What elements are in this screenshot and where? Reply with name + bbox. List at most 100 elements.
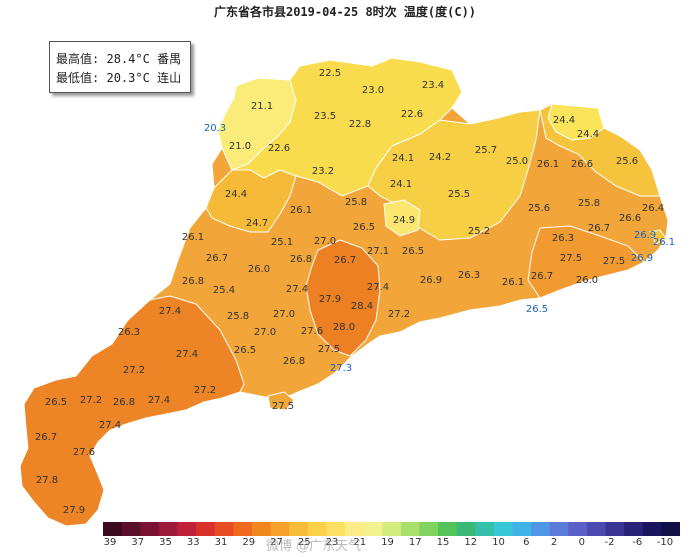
scale-tick: 19 <box>381 537 394 548</box>
max-row: 最高值: 28.4°C 番禺 <box>56 50 181 67</box>
scale-swatch <box>642 522 662 536</box>
scale-swatch <box>400 522 420 536</box>
scale-swatch <box>307 522 327 536</box>
station-value: 23.0 <box>362 85 384 96</box>
scale-swatch <box>531 522 551 536</box>
scale-tick: 0 <box>578 537 585 548</box>
station-value: 26.9 <box>631 253 653 264</box>
station-value: 26.5 <box>234 345 256 356</box>
station-value: 24.2 <box>429 152 451 163</box>
station-value: 25.2 <box>468 226 490 237</box>
scale-swatch <box>158 522 178 536</box>
max-label: 最高值: <box>56 52 100 66</box>
station-value: 25.6 <box>528 203 550 214</box>
island-east <box>649 229 667 245</box>
station-value: 26.9 <box>420 275 442 286</box>
station-value: 26.3 <box>118 327 140 338</box>
scale-tick: -10 <box>656 537 674 548</box>
region-northwest <box>217 77 297 171</box>
scale-tick: -2 <box>604 537 615 548</box>
scale-swatch <box>177 522 197 536</box>
extremes-legend: 最高值: 28.4°C 番禺 最低值: 20.3°C 连山 <box>49 41 191 93</box>
scale-swatch <box>121 522 141 536</box>
station-value: 27.5 <box>560 253 582 264</box>
min-label: 最低值: <box>56 71 100 85</box>
scale-swatch <box>214 522 234 536</box>
station-value: 24.4 <box>225 189 247 200</box>
scale-tick: 15 <box>436 537 450 548</box>
station-value: 27.2 <box>123 365 145 376</box>
scale-swatch <box>233 522 253 536</box>
map-title: 广东省各市县2019-04-25 8时次 温度(度(C)) <box>213 5 477 19</box>
station-value: 26.5 <box>526 304 548 315</box>
region-pale-patch <box>383 199 421 237</box>
station-value: 28.4 <box>351 301 373 312</box>
station-value: 24.9 <box>393 215 415 226</box>
scale-tick: 2 <box>550 537 558 548</box>
station-value: 27.8 <box>36 475 58 486</box>
station-value: 26.5 <box>402 246 424 257</box>
scale-swatch <box>103 522 123 536</box>
station-value: 27.9 <box>319 294 341 305</box>
station-value: 26.3 <box>552 233 574 244</box>
station-value: 25.5 <box>448 189 470 200</box>
station-value: 26.8 <box>283 356 305 367</box>
station-value: 21.0 <box>229 141 251 152</box>
scale-tick: 29 <box>242 537 256 548</box>
scale-swatch <box>289 522 309 536</box>
color-scale-bar <box>103 522 680 536</box>
station-value: 22.6 <box>268 143 290 154</box>
station-value: 27.5 <box>318 344 340 355</box>
station-value: 25.1 <box>271 237 293 248</box>
station-value: 26.7 <box>35 432 57 443</box>
scale-swatch <box>661 522 680 536</box>
scale-tick: 23 <box>325 537 339 548</box>
station-value: 27.0 <box>314 236 336 247</box>
station-value: 24.1 <box>392 153 414 164</box>
station-value: 26.1 <box>182 232 204 243</box>
station-value: 27.1 <box>367 246 389 257</box>
station-value: 22.8 <box>349 119 371 130</box>
scale-tick: 35 <box>159 537 172 548</box>
scale-swatch <box>326 522 346 536</box>
station-value: 27.4 <box>286 284 308 295</box>
station-value: 26.7 <box>531 271 553 282</box>
scale-tick: 27 <box>270 537 283 548</box>
station-value: 26.1 <box>290 205 312 216</box>
scale-swatch <box>438 522 458 536</box>
scale-swatch <box>568 522 588 536</box>
scale-swatch <box>196 522 216 536</box>
station-value: 26.0 <box>576 275 598 286</box>
scale-swatch <box>605 522 625 536</box>
region-east-coast <box>527 225 645 299</box>
scale-swatch <box>586 522 607 536</box>
station-value: 27.2 <box>194 385 216 396</box>
scale-swatch <box>512 522 532 536</box>
watermark: 微博 @广东天气 <box>266 539 362 554</box>
station-value: 26.3 <box>458 270 480 281</box>
province-shape <box>19 57 669 527</box>
scale-tick: 33 <box>186 537 200 548</box>
station-value: 26.0 <box>248 264 270 275</box>
station-value: 27.2 <box>388 309 410 320</box>
station-value: 21.1 <box>251 101 273 112</box>
region-west-yellow <box>205 169 297 233</box>
region-southwest <box>19 295 245 527</box>
station-value: 25.8 <box>227 311 249 322</box>
station-value: 24.7 <box>246 218 268 229</box>
station-value: 20.3 <box>204 123 226 134</box>
station-value: 23.2 <box>312 166 334 177</box>
station-value: 25.8 <box>578 198 600 209</box>
station-value: 26.7 <box>206 253 228 264</box>
station-value: 27.4 <box>367 282 389 293</box>
station-value: 23.5 <box>314 111 336 122</box>
scale-swatch <box>493 522 513 536</box>
region-delta <box>305 239 381 357</box>
station-value: 26.7 <box>334 255 356 266</box>
scale-swatch <box>549 522 569 536</box>
scale-swatch <box>251 522 272 536</box>
scale-swatch <box>624 522 644 536</box>
station-value: 25.0 <box>506 156 528 167</box>
scale-tick: 10 <box>492 537 505 548</box>
station-value: 26.1 <box>653 237 675 248</box>
